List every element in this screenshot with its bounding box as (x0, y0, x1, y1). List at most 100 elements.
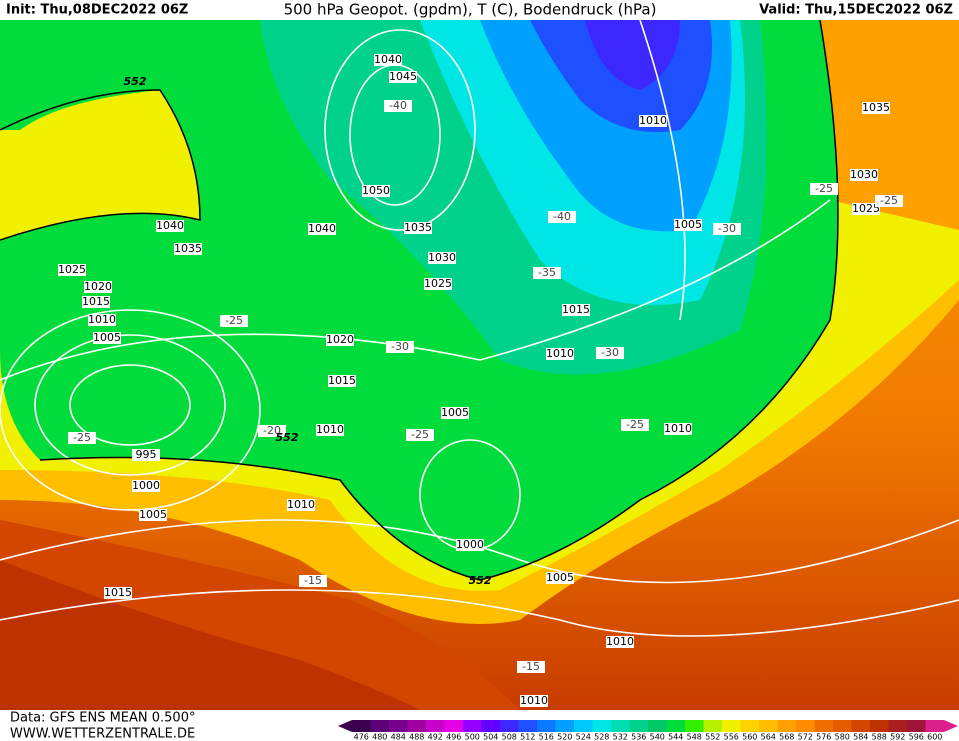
pressure-label-box (328, 375, 356, 387)
legend-swatch (777, 720, 796, 732)
pressure-label: 1010 (639, 114, 667, 127)
legend-label: 588 (872, 733, 887, 741)
pressure-label-box (374, 54, 402, 66)
legend-swatch (611, 720, 630, 732)
temperature-label-box (596, 347, 624, 359)
legend-label: 548 (687, 733, 702, 741)
temperature-label: -15 (522, 660, 540, 673)
temperature-label: -15 (304, 574, 322, 587)
legend-swatch (444, 720, 463, 732)
legend-label: 600 (927, 733, 942, 741)
pressure-label-box (132, 480, 160, 492)
valid-time: Valid: Thu,15DEC2022 06Z (759, 3, 953, 18)
height-label: 552 (469, 574, 492, 587)
pressure-label: 1020 (326, 333, 354, 346)
temperature-label-box (621, 419, 649, 431)
legend-swatch (907, 720, 926, 732)
pressure-label: 1005 (441, 406, 469, 419)
pressure-label: 1025 (424, 277, 452, 290)
temperature-label-box (384, 100, 412, 112)
pressure-label: 1010 (606, 635, 634, 648)
legend-label: 544 (668, 733, 683, 741)
pressure-label-box (132, 449, 160, 461)
pressure-label-box (82, 296, 110, 308)
init-time: Init: Thu,08DEC2022 06Z (6, 3, 188, 18)
pressure-label-box (326, 334, 354, 346)
pressure-label-box (441, 407, 469, 419)
site-name: WWW.WETTERZENTRALE.DE (10, 727, 195, 741)
temperature-label: -25 (411, 428, 429, 441)
pressure-label: 1040 (308, 222, 336, 235)
legend-swatch (851, 720, 870, 732)
temperature-label: -35 (538, 266, 556, 279)
pressure-label: 1015 (82, 295, 110, 308)
isobars (0, 19, 959, 637)
temperature-label-box (258, 425, 286, 437)
legend-swatch (888, 720, 907, 732)
temperature-label-box (386, 341, 414, 353)
map-title: 500 hPa Geopot. (gpdm), T (C), Bodendruc… (284, 1, 657, 19)
temperature-label: -30 (601, 346, 619, 359)
legend-label: 476 (354, 733, 369, 741)
legend-swatch (481, 720, 500, 732)
pressure-label: 1025 (58, 263, 86, 276)
legend-swatch (426, 720, 445, 732)
legend-label: 512 (520, 733, 535, 741)
temperature-label-box (548, 211, 576, 223)
temperature-label-box (533, 267, 561, 279)
legend-swatch (833, 720, 852, 732)
data-source: Data: GFS ENS MEAN 0.500° (10, 711, 195, 726)
legend-swatch (352, 720, 371, 732)
legend-label: 564 (761, 733, 776, 741)
legend-swatch (703, 720, 722, 732)
pressure-label-box (862, 102, 890, 114)
legend-label: 500 (465, 733, 480, 741)
temperature-label: -30 (391, 340, 409, 353)
legend-swatch (592, 720, 611, 732)
height-label: 552 (124, 75, 147, 88)
pressure-label-box (404, 222, 432, 234)
legend-label: 552 (705, 733, 720, 741)
temperature-label-box (220, 315, 248, 327)
pressure-label: 1020 (84, 280, 112, 293)
temperature-label-box (810, 183, 838, 195)
legend-label: 556 (724, 733, 739, 741)
pressure-label: 1035 (862, 101, 890, 114)
pressure-label: 1045 (389, 70, 417, 83)
pressure-label-box (88, 314, 116, 326)
legend-swatch (389, 720, 408, 732)
pressure-label: 1000 (456, 538, 484, 551)
pressure-label: 1035 (404, 221, 432, 234)
pressure-label: 1005 (93, 331, 121, 344)
contour-552 (0, 19, 839, 581)
legend-label: 560 (742, 733, 757, 741)
pressure-label: 1010 (520, 694, 548, 707)
legend-label: 576 (816, 733, 831, 741)
legend-label: 496 (446, 733, 461, 741)
legend-swatch (796, 720, 815, 732)
legend-swatch (629, 720, 648, 732)
pressure-label: 1010 (287, 498, 315, 511)
height-label: 552 (276, 431, 299, 444)
legend-swatch (518, 720, 537, 732)
legend-arrow (944, 720, 958, 732)
legend-label: 520 (557, 733, 572, 741)
legend-swatch (722, 720, 741, 732)
legend-label: 596 (909, 733, 924, 741)
legend-swatch (740, 720, 759, 732)
legend-label: 528 (594, 733, 609, 741)
legend-swatch (666, 720, 685, 732)
pressure-label-box (84, 281, 112, 293)
legend-swatch (648, 720, 667, 732)
pressure-label-box (674, 219, 702, 231)
pressure-label: 1030 (428, 251, 456, 264)
pressure-label-box (287, 499, 315, 511)
pressure-label-box (156, 220, 184, 232)
temperature-label-box (517, 661, 545, 673)
pressure-label-box (664, 423, 692, 435)
legend-label: 492 (428, 733, 443, 741)
legend-arrow (338, 720, 352, 732)
legend-label: 504 (483, 733, 498, 741)
temperature-label: -40 (389, 99, 407, 112)
